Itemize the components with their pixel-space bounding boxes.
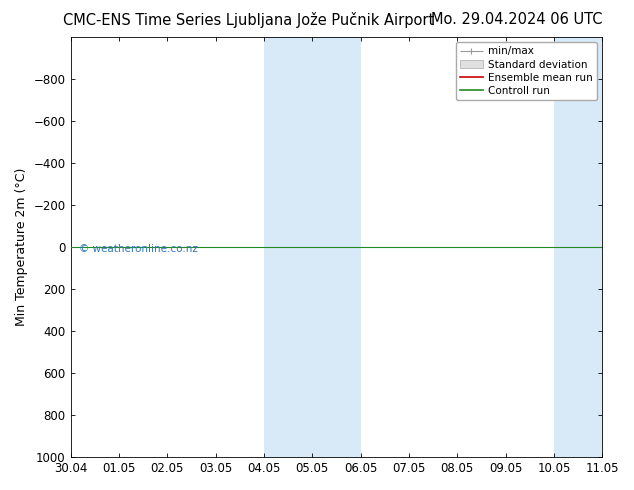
- Text: Mo. 29.04.2024 06 UTC: Mo. 29.04.2024 06 UTC: [431, 12, 603, 27]
- Legend: min/max, Standard deviation, Ensemble mean run, Controll run: min/max, Standard deviation, Ensemble me…: [456, 42, 597, 100]
- Bar: [264, 37, 361, 457]
- Bar: [554, 37, 602, 457]
- Text: CMC-ENS Time Series Ljubljana Jože Pučnik Airport: CMC-ENS Time Series Ljubljana Jože Pučni…: [63, 12, 435, 28]
- Text: © weatheronline.co.nz: © weatheronline.co.nz: [79, 244, 197, 254]
- Y-axis label: Min Temperature 2m (°C): Min Temperature 2m (°C): [15, 168, 28, 326]
